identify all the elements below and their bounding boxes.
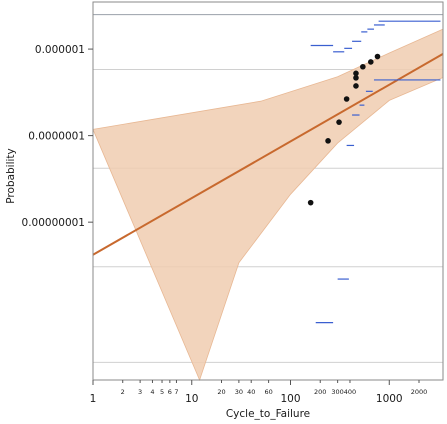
x-tick-label-2: 3	[138, 388, 142, 396]
x-tick-label-15: 400	[344, 388, 356, 396]
x-tick-label-4: 5	[160, 388, 164, 396]
interval-segments	[310, 20, 441, 324]
x-tick-label-3: 4	[150, 388, 154, 396]
fit-line	[92, 53, 444, 256]
confidence-band-area	[92, 28, 444, 382]
y-tick-label-1: 0.0000001	[28, 131, 85, 143]
x-tick-label-1: 2	[121, 388, 125, 396]
data-point-9	[374, 53, 381, 60]
x-tick-label-16: 1000	[376, 393, 403, 405]
x-tick-label-7: 10	[185, 393, 198, 405]
data-point-3	[343, 96, 350, 102]
data-point-2	[336, 119, 342, 125]
x-tick-label-5: 6	[168, 388, 172, 396]
data-point-0	[307, 199, 314, 206]
x-tick-label-13: 200	[314, 388, 326, 396]
plot-border	[92, 1, 444, 381]
plot-area	[92, 1, 444, 382]
data-point-8	[367, 59, 374, 65]
data-point-4	[353, 83, 359, 89]
y-tick-label-2: 0.00000001	[22, 217, 85, 229]
data-point-6	[353, 70, 359, 77]
y-axis-ticks: 0.000001 0.0000001 0.00000001	[22, 44, 93, 229]
data-point-1	[325, 138, 331, 144]
x-axis-ticks: 1 2 3 4 5 6 7 10 20 30 40 60 100 200 300 400 1000 2000	[90, 380, 428, 405]
x-tick-label-14: 300	[331, 388, 343, 396]
x-tick-label-8: 20	[217, 388, 225, 396]
x-tick-label-9: 30	[235, 388, 243, 396]
data-points	[307, 53, 381, 206]
x-tick-label-11: 60	[264, 388, 272, 396]
confidence-band	[92, 28, 444, 382]
y-tick-label-0: 0.000001	[35, 44, 85, 56]
x-tick-label-17: 2000	[411, 388, 428, 396]
data-point-5	[353, 75, 359, 81]
x-axis-label: Cycle_to_Failure	[226, 408, 310, 420]
y-axis-label: Probability	[5, 148, 17, 204]
data-point-7	[360, 63, 366, 70]
fit-line-group	[92, 53, 444, 256]
x-tick-label-6: 7	[174, 388, 178, 396]
x-tick-label-12: 100	[280, 393, 300, 405]
x-tick-label-10: 40	[247, 388, 255, 396]
x-tick-label-0: 1	[90, 393, 97, 405]
